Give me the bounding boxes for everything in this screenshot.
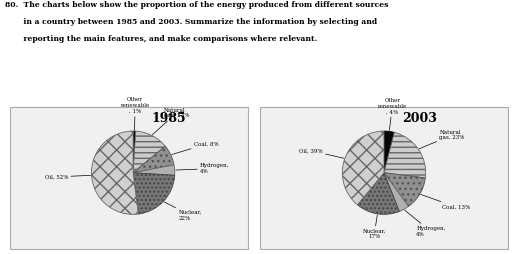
- Text: 1985: 1985: [152, 112, 186, 125]
- Text: Coal, 13%: Coal, 13%: [421, 195, 470, 209]
- Text: reporting the main features, and make comparisons where relevant.: reporting the main features, and make co…: [5, 35, 317, 43]
- Wedge shape: [384, 132, 425, 178]
- Wedge shape: [384, 173, 409, 211]
- Wedge shape: [357, 173, 399, 214]
- Text: 2003: 2003: [402, 112, 437, 125]
- Wedge shape: [384, 173, 425, 207]
- Text: Hydrogen,
4%: Hydrogen, 4%: [404, 210, 445, 237]
- Wedge shape: [133, 173, 175, 214]
- Text: Nuclear,
22%: Nuclear, 22%: [164, 202, 202, 220]
- Text: Natural
gas, 13%: Natural gas, 13%: [153, 108, 189, 135]
- Wedge shape: [384, 131, 394, 173]
- Wedge shape: [92, 131, 138, 214]
- Text: Nuclear,
17%: Nuclear, 17%: [362, 215, 386, 239]
- Wedge shape: [133, 165, 175, 175]
- Text: Natural
gas, 23%: Natural gas, 23%: [419, 130, 465, 149]
- Text: Oil, 39%: Oil, 39%: [299, 148, 344, 158]
- Text: Other
renewable
, 1%: Other renewable , 1%: [121, 97, 150, 130]
- Text: Hydrogen,
4%: Hydrogen, 4%: [176, 163, 229, 174]
- Wedge shape: [133, 131, 165, 173]
- Text: Oil, 52%: Oil, 52%: [45, 174, 91, 179]
- Text: 80.  The charts below show the proportion of the energy produced from different : 80. The charts below show the proportion…: [5, 1, 389, 9]
- Wedge shape: [133, 146, 174, 173]
- Wedge shape: [133, 131, 136, 173]
- Text: Coal, 8%: Coal, 8%: [172, 142, 219, 154]
- Text: in a country between 1985 and 2003. Summarize the information by selecting and: in a country between 1985 and 2003. Summ…: [5, 18, 377, 26]
- Wedge shape: [343, 131, 384, 205]
- Text: Other
renewable
, 4%: Other renewable , 4%: [378, 98, 407, 130]
